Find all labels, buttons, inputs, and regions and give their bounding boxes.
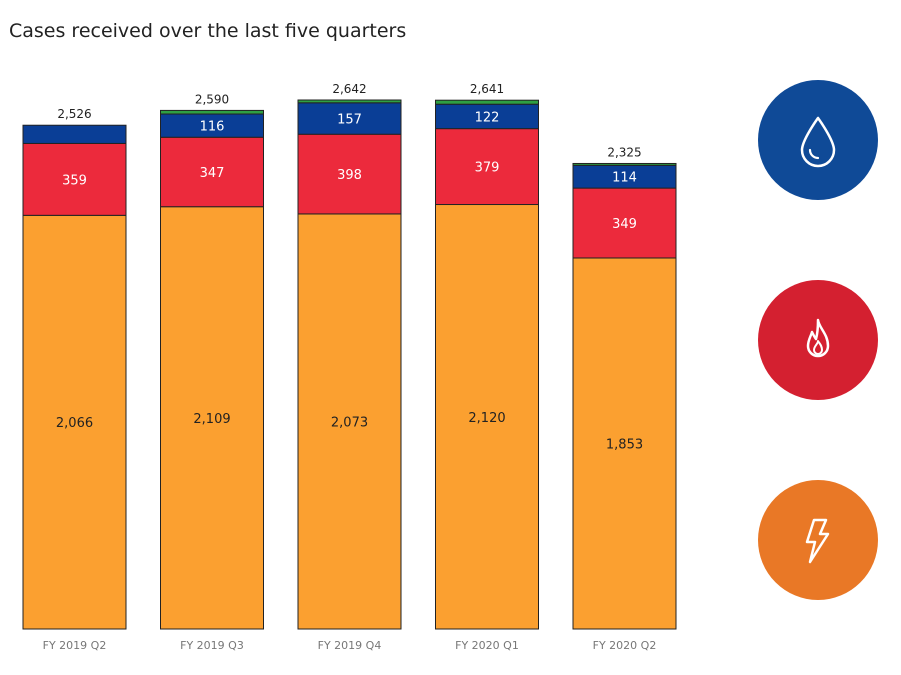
bar-segment-green xyxy=(435,99,539,105)
bar-segment-red xyxy=(22,142,127,216)
lightning-icon xyxy=(758,480,878,600)
segment-value-label: 398 xyxy=(337,168,362,183)
labels-layer: 2,066 359 2,526 FY 2019 Q2 2,109 347 116 2,590 F… xyxy=(43,82,657,652)
segment-value-label: 2,109 xyxy=(193,412,230,427)
segment-value-label: 349 xyxy=(612,217,637,232)
bar-segment-blue xyxy=(22,124,127,144)
segment-value-label: 2,073 xyxy=(331,415,368,430)
water-drop-icon xyxy=(758,80,878,200)
category-tick-label: FY 2019 Q4 xyxy=(318,639,382,652)
segment-value-label: 116 xyxy=(200,120,225,135)
bar-total-label: 2,642 xyxy=(332,82,366,96)
category-tick-label: FY 2019 Q2 xyxy=(43,639,107,652)
segment-value-label: 2,066 xyxy=(56,416,93,431)
bar-segment-red xyxy=(297,133,402,215)
bar-segment-red xyxy=(160,136,264,208)
flame-icon xyxy=(758,280,878,400)
category-tick-label: FY 2020 Q1 xyxy=(455,639,519,652)
bar-segment-blue xyxy=(297,102,402,135)
bar-segment-green xyxy=(160,109,264,115)
bar-segment-blue xyxy=(435,103,539,130)
segment-value-label: 2,120 xyxy=(468,411,505,426)
segment-value-label: 379 xyxy=(475,161,500,176)
bar-segment-green xyxy=(572,162,677,166)
bar-total-label: 2,641 xyxy=(470,82,504,96)
bar-total-label: 2,526 xyxy=(57,107,91,121)
category-tick-label: FY 2019 Q3 xyxy=(180,639,244,652)
bar-total-label: 2,325 xyxy=(607,145,641,159)
segment-value-label: 347 xyxy=(200,166,225,181)
bar-segment-red xyxy=(435,128,539,206)
bar-segment-orange xyxy=(435,204,539,630)
segment-value-label: 157 xyxy=(337,113,362,128)
category-tick-label: FY 2020 Q2 xyxy=(593,639,657,652)
bar-segment-orange xyxy=(160,206,264,630)
bars-layer xyxy=(22,99,677,630)
chart-title: Cases received over the last five quarte… xyxy=(9,20,407,42)
segment-value-label: 1,853 xyxy=(606,437,643,452)
bar-segment-green xyxy=(297,99,402,104)
bar-segment-orange xyxy=(572,257,677,630)
segment-value-label: 359 xyxy=(62,173,87,188)
segment-value-label: 114 xyxy=(612,171,637,186)
segment-value-label: 122 xyxy=(475,110,500,125)
bar-segment-orange xyxy=(22,214,127,630)
bar-total-label: 2,590 xyxy=(195,92,229,106)
